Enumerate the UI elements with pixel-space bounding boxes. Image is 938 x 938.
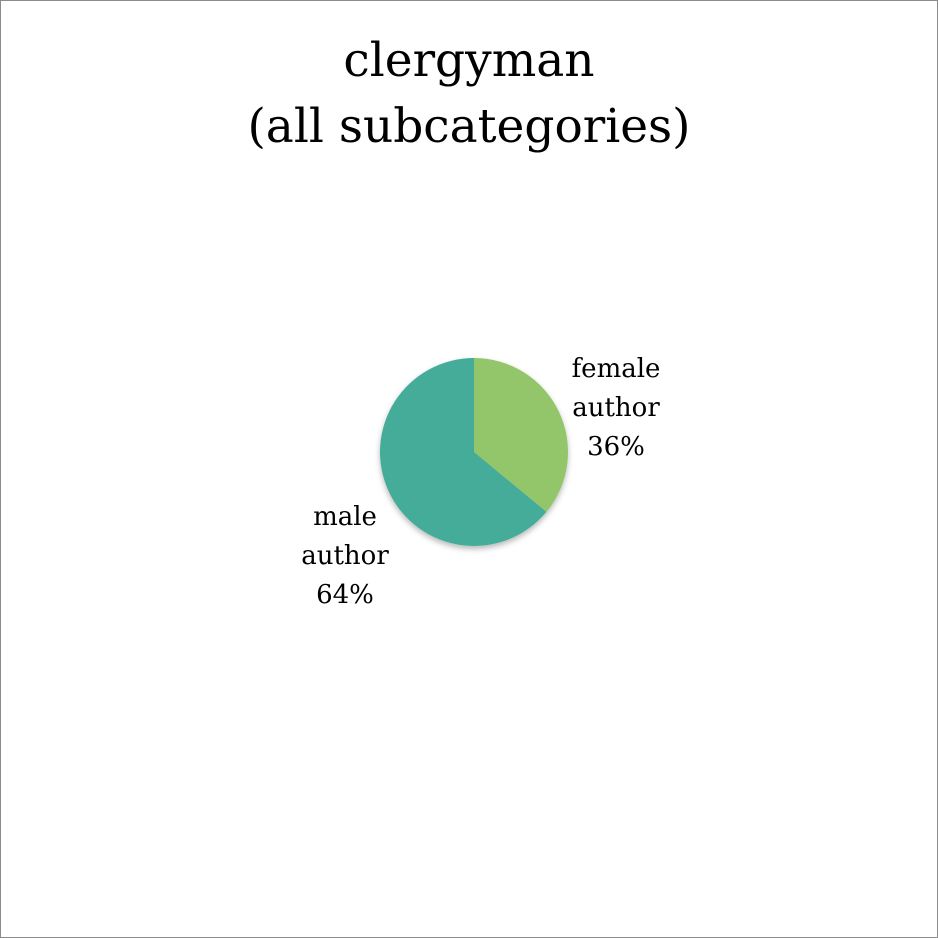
data-label-female-author-percent: 36% [587, 432, 645, 462]
data-label-male-author-line-2: author [301, 541, 389, 571]
pie-slices [380, 358, 569, 547]
pie-slice-male-author [380, 358, 547, 547]
data-label-female-author: female author 36% [546, 350, 686, 467]
pie-slice-female-author [474, 358, 569, 512]
data-label-male-author-line-1: male [313, 502, 377, 532]
data-label-female-author-line-2: author [572, 393, 660, 423]
data-label-male-author: male author 64% [275, 498, 415, 615]
chart-title-line-2: (all subcategories) [247, 99, 691, 154]
data-label-female-author-line-1: female [571, 354, 661, 384]
data-label-male-author-percent: 64% [316, 580, 374, 610]
chart-title-line-1: clergyman [343, 33, 595, 88]
